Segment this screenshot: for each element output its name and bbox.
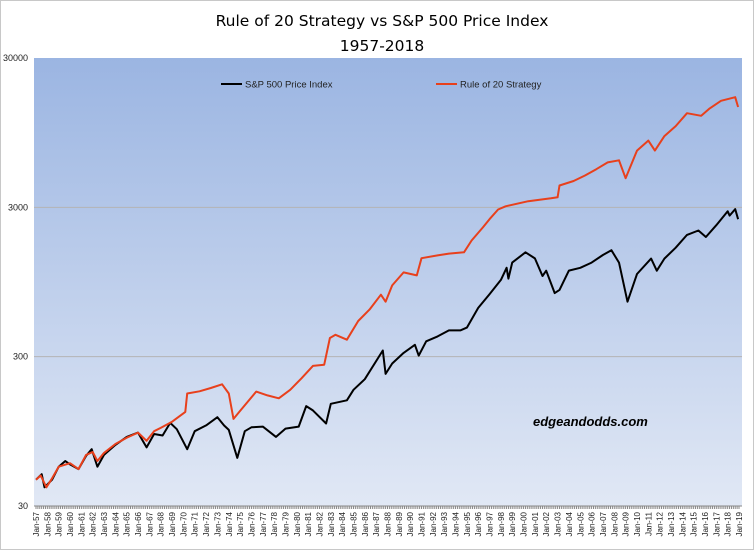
- x-tick-label: Jan-73: [213, 511, 222, 536]
- x-tick-label: Jan-58: [43, 511, 52, 536]
- x-tick-label: Jan-65: [123, 511, 132, 536]
- x-tick-label: Jan-08: [610, 511, 619, 536]
- x-tick-label: Jan-64: [111, 511, 120, 536]
- x-tick-label: Jan-68: [157, 511, 166, 536]
- x-tick-label: Jan-04: [565, 511, 574, 536]
- x-tick-label: Jan-99: [508, 511, 517, 536]
- x-tick-label: Jan-15: [690, 511, 699, 536]
- x-tick-label: Jan-70: [179, 511, 188, 536]
- x-tick-label: Jan-86: [361, 511, 370, 536]
- x-tick-label: Jan-87: [372, 511, 381, 536]
- x-tick-label: Jan-93: [440, 511, 449, 536]
- x-tick-label: Jan-13: [667, 511, 676, 536]
- x-tick-label: Jan-00: [520, 511, 529, 536]
- x-tick-label: Jan-59: [55, 511, 64, 536]
- x-tick-label: Jan-10: [633, 511, 642, 536]
- x-tick-label: Jan-81: [304, 511, 313, 536]
- plot-area: [34, 58, 742, 506]
- x-tick-label: Jan-76: [247, 511, 256, 536]
- y-tick-label: 30000: [3, 53, 28, 63]
- x-tick-label: Jan-92: [429, 511, 438, 536]
- x-tick-label: Jan-79: [281, 511, 290, 536]
- x-tick-label: Jan-02: [542, 511, 551, 536]
- x-tick-label: Jan-95: [463, 511, 472, 536]
- y-tick-label: 3000: [8, 202, 28, 212]
- x-tick-label: Jan-75: [236, 511, 245, 536]
- x-tick-label: Jan-84: [338, 511, 347, 536]
- y-tick-label: 300: [13, 352, 28, 362]
- x-tick-label: Jan-67: [145, 511, 154, 536]
- x-tick-label: Jan-71: [191, 511, 200, 536]
- x-tick-label: Jan-19: [735, 511, 744, 536]
- x-tick-label: Jan-12: [656, 511, 665, 536]
- x-tick-label: Jan-78: [270, 511, 279, 536]
- x-tick-label: Jan-97: [486, 511, 495, 536]
- x-tick-label: Jan-18: [724, 511, 733, 536]
- x-tick-label: Jan-60: [66, 511, 75, 536]
- x-tick-label: Jan-03: [554, 511, 563, 536]
- chart-title: Rule of 20 Strategy vs S&P 500 Price Ind…: [216, 12, 549, 30]
- x-tick-label: Jan-01: [531, 511, 540, 536]
- x-tick-label: Jan-82: [315, 511, 324, 536]
- x-tick-label: Jan-06: [588, 511, 597, 536]
- x-tick-label: Jan-90: [406, 511, 415, 536]
- y-tick-label: 30: [18, 501, 28, 511]
- x-tick-label: Jan-96: [474, 511, 483, 536]
- x-tick-label: Jan-16: [701, 511, 710, 536]
- series-line-rule-of-20: [35, 96, 740, 489]
- x-tick-label: Jan-74: [225, 511, 234, 536]
- x-tick-label: Jan-98: [497, 511, 506, 536]
- x-tick-label: Jan-07: [599, 511, 608, 536]
- x-tick-label: Jan-17: [712, 511, 721, 536]
- x-tick-label: Jan-61: [77, 511, 86, 536]
- x-tick-label: Jan-83: [327, 511, 336, 536]
- x-tick-label: Jan-91: [418, 511, 427, 536]
- x-tick-label: Jan-72: [202, 511, 211, 536]
- x-tick-label: Jan-62: [89, 511, 98, 536]
- x-tick-label: Jan-66: [134, 511, 143, 536]
- chart-subtitle: 1957-2018: [340, 37, 425, 55]
- x-tick-label: Jan-05: [576, 511, 585, 536]
- legend: S&P 500 Price Index Rule of 20 Strategy: [221, 80, 542, 91]
- x-tick-label: Jan-88: [384, 511, 393, 536]
- legend-label-sp500: S&P 500 Price Index: [245, 80, 333, 91]
- x-tick-label: Jan-85: [349, 511, 358, 536]
- x-tick-label: Jan-09: [622, 511, 631, 536]
- x-tick-label: Jan-63: [100, 511, 109, 536]
- x-tick-label: Jan-77: [259, 511, 268, 536]
- x-tick-label: Jan-94: [452, 511, 461, 536]
- x-tick-label: Jan-11: [644, 511, 653, 535]
- x-tick-label: Jan-14: [678, 511, 687, 536]
- legend-label-rule-of-20: Rule of 20 Strategy: [460, 80, 542, 91]
- watermark-annotation: edgeandodds.com: [533, 414, 648, 429]
- x-tick-label: Jan-80: [293, 511, 302, 536]
- x-tick-label: Jan-89: [395, 511, 404, 536]
- x-tick-label: Jan-57: [32, 511, 41, 536]
- x-tick-label: Jan-69: [168, 511, 177, 536]
